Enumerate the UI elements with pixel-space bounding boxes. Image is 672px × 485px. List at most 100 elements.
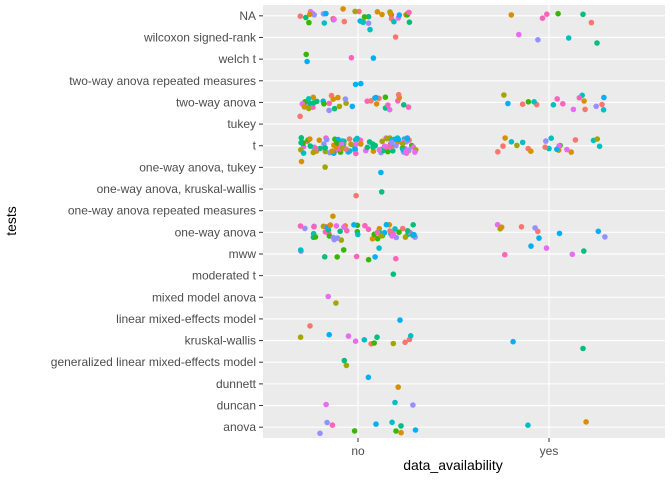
data-point [353, 192, 359, 199]
data-point [412, 427, 419, 433]
data-point [554, 146, 560, 153]
data-point [389, 419, 395, 426]
data-point [297, 13, 304, 19]
data-point [390, 271, 397, 278]
data-point [385, 148, 391, 155]
data-point [396, 229, 402, 235]
data-point [312, 234, 319, 240]
data-point [307, 143, 314, 149]
data-point [399, 225, 406, 232]
data-point [564, 146, 570, 153]
data-point [336, 103, 343, 110]
data-point [326, 331, 333, 338]
data-point [398, 423, 404, 429]
data-point [404, 228, 411, 234]
data-point [317, 145, 323, 152]
data-point [321, 20, 328, 26]
data-point [329, 148, 335, 154]
data-point [502, 251, 508, 258]
data-point [554, 96, 560, 102]
data-point [368, 98, 374, 104]
data-point [580, 345, 586, 352]
data-point [333, 223, 340, 229]
data-point [500, 143, 506, 149]
data-point [378, 189, 385, 195]
data-point [519, 139, 526, 146]
data-point [345, 333, 352, 339]
data-point [365, 13, 372, 20]
data-point [367, 26, 373, 33]
y-axis: anova duncan dunnett generalized linear mix… [51, 9, 263, 434]
data-point [410, 402, 416, 408]
data-point [405, 104, 412, 110]
y-tick-label: duncan [217, 399, 256, 413]
data-point [543, 245, 550, 251]
data-point [516, 31, 522, 38]
data-point [343, 146, 349, 152]
data-point [600, 107, 607, 113]
data-point [333, 300, 339, 306]
data-point [580, 11, 586, 18]
data-point [373, 421, 379, 427]
data-point [313, 145, 319, 152]
data-point [352, 8, 358, 15]
data-point [387, 10, 394, 17]
data-point [406, 19, 413, 26]
data-point [365, 226, 372, 233]
data-point [301, 104, 308, 110]
data-point [583, 419, 589, 425]
data-point [406, 9, 412, 16]
data-point [324, 419, 330, 426]
data-point [362, 222, 368, 229]
data-point [310, 94, 317, 101]
data-point [525, 99, 532, 105]
data-point [317, 430, 323, 437]
data-point [501, 92, 507, 98]
data-point [393, 234, 400, 241]
data-point [369, 236, 376, 242]
data-point [508, 139, 515, 145]
data-point [353, 150, 359, 157]
data-point [340, 6, 346, 12]
data-point [335, 94, 341, 101]
data-point [392, 399, 398, 406]
data-point [371, 340, 378, 346]
data-point [364, 144, 371, 151]
x-tick-label: no [351, 444, 365, 458]
data-point [568, 149, 574, 155]
data-point [327, 222, 334, 228]
data-point [560, 101, 566, 107]
data-point [323, 10, 329, 17]
data-point [395, 384, 402, 390]
data-point [392, 226, 398, 232]
data-point [374, 229, 381, 236]
x-axis: no yes [351, 438, 558, 458]
y-tick-label: dunnett [216, 377, 257, 391]
data-point [384, 135, 390, 142]
data-point [494, 221, 501, 228]
y-tick-label: welch t [218, 52, 257, 66]
data-point [356, 8, 362, 15]
data-point [355, 231, 361, 238]
data-point [407, 333, 414, 339]
data-point [404, 135, 411, 142]
data-point [306, 19, 312, 26]
data-point [361, 14, 368, 20]
data-point [550, 102, 557, 108]
y-tick-label: NA [239, 9, 256, 23]
data-point [570, 106, 577, 113]
data-point [525, 422, 531, 429]
data-point [331, 16, 337, 23]
y-tick-label: generalized linear mixed-effects model [51, 355, 256, 369]
data-point [556, 230, 563, 237]
data-point [385, 102, 391, 108]
data-point [325, 293, 332, 300]
data-point [311, 224, 317, 230]
y-tick-label: two-way anova [176, 95, 256, 109]
data-point [307, 11, 313, 18]
y-tick-label: one-way anova [175, 225, 257, 239]
data-point [371, 142, 377, 148]
data-point [298, 135, 305, 141]
